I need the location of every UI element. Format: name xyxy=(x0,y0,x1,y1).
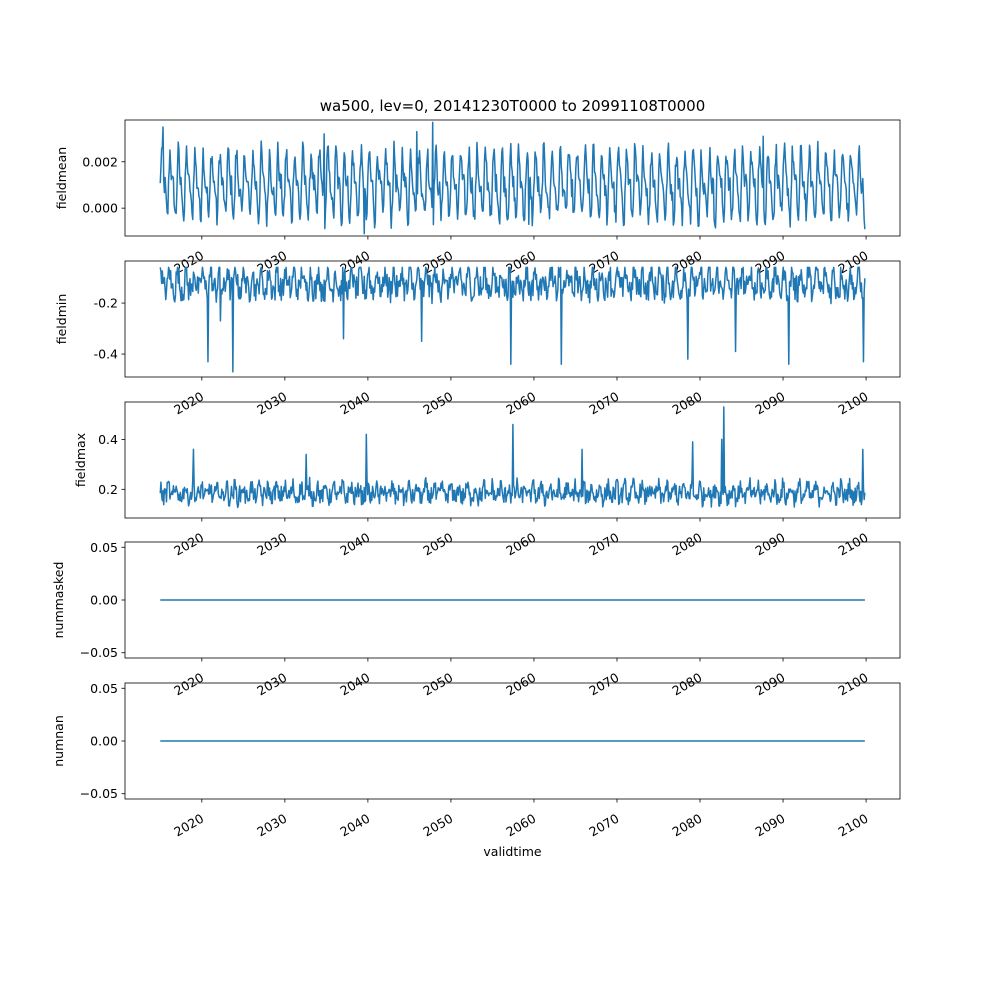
y-tick-label: 0.2 xyxy=(98,482,118,497)
series-line-fieldmin xyxy=(159,266,866,373)
y-tick-label: -0.4 xyxy=(94,347,118,362)
y-tick-label: 0.002 xyxy=(82,154,118,169)
y-tick-label: −0.05 xyxy=(80,645,118,660)
y-axis-label-numnan: numnan xyxy=(51,715,66,767)
y-tick-label: 0.4 xyxy=(98,432,118,447)
y-axis-label-fieldmean: fieldmean xyxy=(54,147,69,209)
axes-frame-fieldmin xyxy=(124,260,901,378)
series-line-fieldmean xyxy=(159,121,866,235)
y-tick-label: 0.05 xyxy=(90,540,118,555)
x-axis-label: validtime xyxy=(483,844,541,859)
y-tick-label: 0.000 xyxy=(82,201,118,216)
y-axis-label-fieldmin: fieldmin xyxy=(54,294,69,345)
y-tick-label: 0.00 xyxy=(90,734,118,749)
chart-title: wa500, lev=0, 20141230T0000 to 20991108T… xyxy=(320,97,706,115)
y-axis-label-nummasked: nummasked xyxy=(51,562,66,639)
axes-frame-fieldmean xyxy=(124,119,901,237)
series-line-fieldmax xyxy=(159,406,866,509)
axes-frame-fieldmax xyxy=(124,401,901,519)
y-tick-label: -0.2 xyxy=(94,296,118,311)
y-axis-label-fieldmax: fieldmax xyxy=(73,433,88,487)
y-tick-label: −0.05 xyxy=(80,786,118,801)
y-tick-label: 0.05 xyxy=(90,681,118,696)
y-tick-label: 0.00 xyxy=(90,593,118,608)
